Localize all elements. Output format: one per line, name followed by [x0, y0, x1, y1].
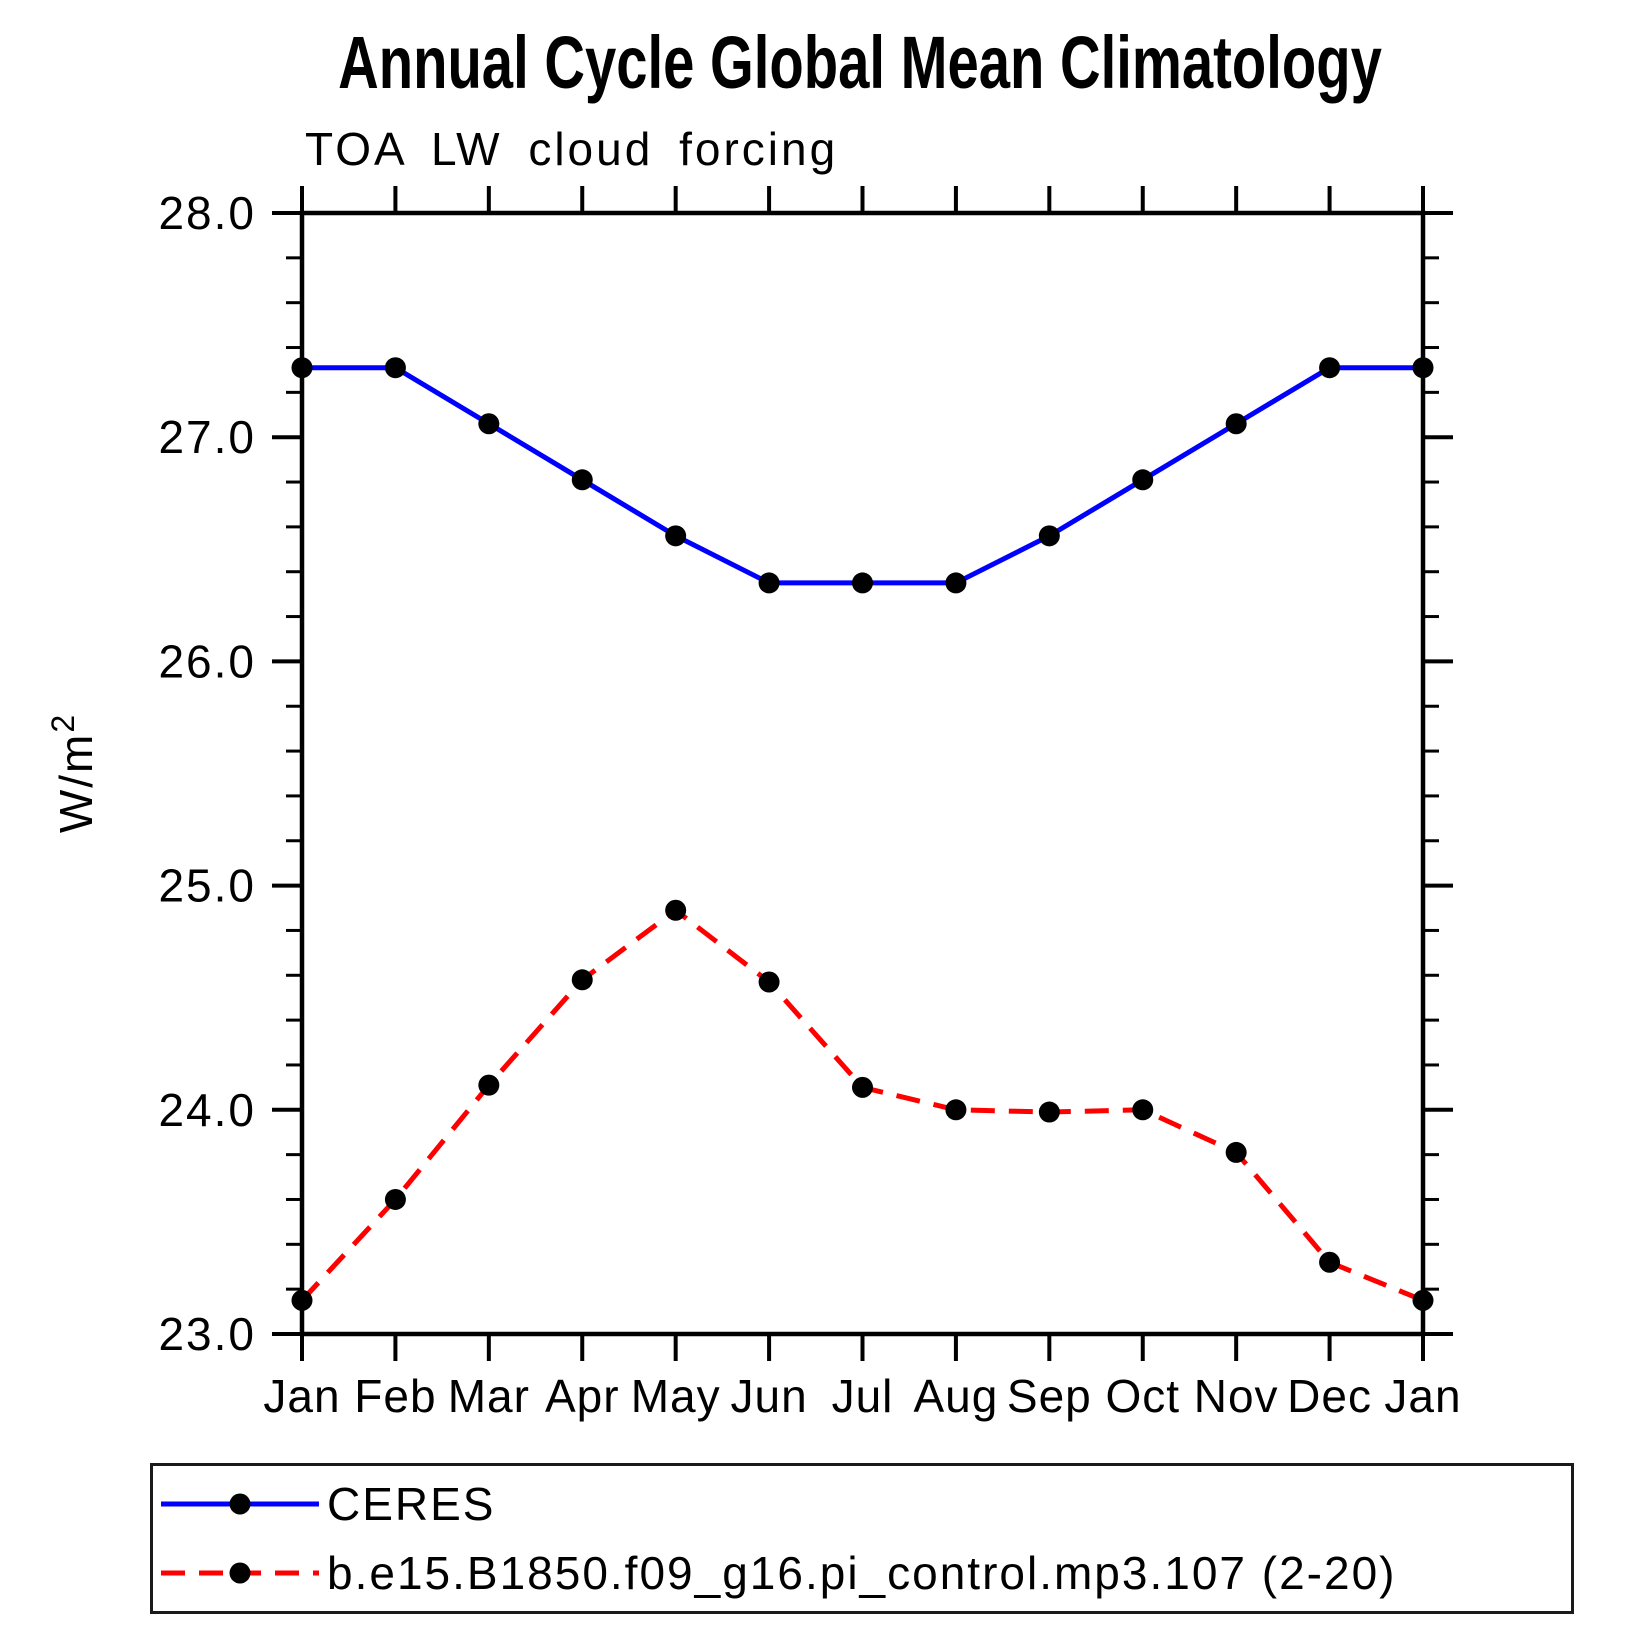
data-point-marker — [571, 969, 593, 991]
y-axis-label: W/m2 — [45, 713, 102, 833]
data-point-marker — [1132, 469, 1154, 491]
x-tick-labels: Jan Feb Mar Apr May Jun Jul Aug Sep Oct Nov Dec Jan — [263, 1370, 1461, 1422]
x-tick-label: Jun — [730, 1370, 807, 1422]
chart-subtitle: TOA LW cloud forcing — [305, 123, 839, 175]
data-point-marker — [478, 1074, 500, 1096]
legend-marker-circle-icon — [229, 1493, 251, 1515]
data-point-marker — [945, 1099, 967, 1121]
data-point-marker — [852, 572, 873, 594]
legend-marker-circle-icon — [229, 1562, 251, 1584]
legend-label-ceres: CERES — [327, 1478, 496, 1531]
data-point-marker — [1412, 357, 1434, 379]
legend-sample-ceres — [161, 1493, 319, 1515]
x-tick-label: Nov — [1194, 1370, 1279, 1422]
y-minor-ticks — [286, 256, 1439, 1291]
y-tick-label: 28.0 — [158, 187, 256, 239]
data-point-marker — [945, 572, 967, 594]
legend-sample-model — [161, 1562, 319, 1584]
y-tick-label: 25.0 — [158, 860, 256, 912]
x-tick-label: Mar — [448, 1370, 530, 1422]
x-tick-label: Jan — [1384, 1370, 1461, 1422]
y-tick-label: 24.0 — [158, 1084, 256, 1136]
data-point-marker — [852, 1076, 873, 1098]
model-series-line — [300, 907, 1424, 1303]
data-point-marker — [571, 469, 593, 491]
data-point-marker — [1038, 1101, 1060, 1123]
y-tick-label: 23.0 — [158, 1308, 256, 1360]
legend-label-model: b.e15.B1850.f09_g16.pi_control.mp3.107 (… — [327, 1546, 1397, 1599]
data-point-marker — [665, 525, 687, 547]
x-tick-label: Oct — [1105, 1370, 1180, 1422]
model-series-markers — [291, 899, 1434, 1311]
ceres-series-markers — [291, 357, 1434, 594]
data-point-marker — [291, 357, 313, 379]
x-tick-label: Sep — [1007, 1370, 1092, 1422]
x-tick-label: May — [631, 1370, 721, 1422]
legend: CERES b.e15.B1850.f09_g16.pi_control.mp3… — [150, 1463, 1574, 1614]
y-tick-label: 26.0 — [158, 635, 256, 687]
data-point-marker — [1412, 1289, 1434, 1311]
data-point-marker — [1225, 413, 1247, 435]
data-point-marker — [758, 572, 780, 594]
x-tick-label: Apr — [545, 1370, 620, 1422]
data-point-marker — [384, 1188, 406, 1210]
x-tick-label: Jul — [832, 1370, 894, 1422]
x-tick-label: Dec — [1287, 1370, 1372, 1422]
data-point-marker — [291, 1289, 313, 1311]
legend-row-model: b.e15.B1850.f09_g16.pi_control.mp3.107 (… — [157, 1543, 1571, 1603]
chart-title: Annual Cycle Global Mean Climatology — [338, 21, 1382, 104]
x-tick-label: Jan — [263, 1370, 340, 1422]
ceres-series-line — [302, 365, 1423, 586]
axes-frame — [299, 210, 1426, 1337]
legend-row-ceres: CERES — [157, 1474, 1571, 1534]
data-point-marker — [758, 971, 780, 993]
x-ticks — [300, 186, 1425, 1361]
x-tick-label: Aug — [913, 1370, 998, 1422]
y-tick-label: 27.0 — [158, 411, 256, 463]
data-point-marker — [1132, 1099, 1154, 1121]
x-tick-label: Feb — [354, 1370, 436, 1422]
data-point-marker — [1319, 357, 1341, 379]
data-point-marker — [665, 899, 687, 921]
data-point-marker — [1319, 1251, 1341, 1273]
data-point-marker — [478, 413, 500, 435]
data-point-marker — [1038, 525, 1060, 547]
y-tick-labels: 23.0 24.0 25.0 26.0 27.0 28.0 — [158, 187, 256, 1360]
data-point-marker — [384, 357, 406, 379]
y-major-ticks — [272, 211, 1453, 1336]
data-point-marker — [1225, 1141, 1247, 1163]
